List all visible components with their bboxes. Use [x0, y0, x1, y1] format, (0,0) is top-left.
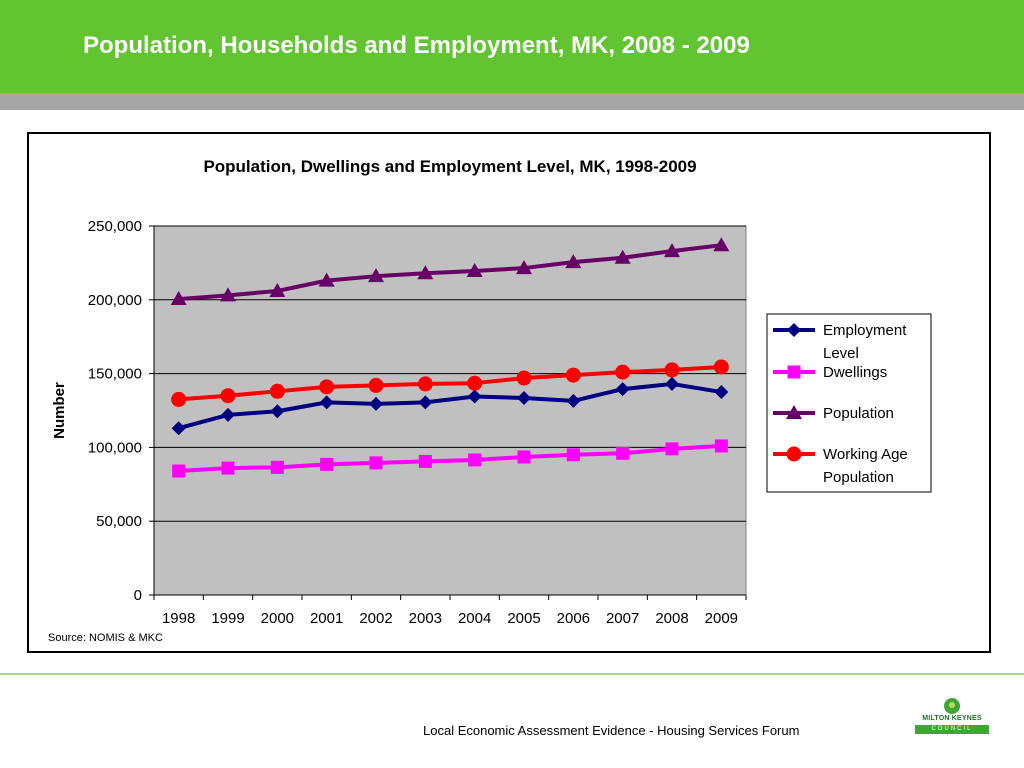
y-tick-label: 0: [134, 587, 142, 604]
data-point-employment-level: [714, 385, 729, 400]
y-axis-label: Number: [51, 382, 68, 439]
data-point-population: [466, 263, 483, 278]
data-point-working-age-population: [713, 359, 729, 375]
data-point-working-age-population: [368, 377, 384, 393]
x-tick-label: 1998: [162, 610, 195, 627]
data-point-dwellings: [665, 442, 679, 456]
header-bar: Population, Households and Employment, M…: [0, 0, 1024, 93]
chart-title: Population, Dwellings and Employment Lev…: [203, 157, 696, 176]
x-tick-label: 2006: [557, 610, 590, 627]
x-tick-label: 2007: [606, 610, 639, 627]
x-tick-label: 2003: [409, 610, 442, 627]
x-tick-label: 2009: [705, 610, 738, 627]
data-point-employment-level: [517, 390, 531, 405]
data-point-dwellings: [369, 456, 383, 470]
data-point-population: [318, 272, 335, 287]
source-note: Source: NOMIS & MKC: [48, 632, 163, 644]
data-point-population: [713, 237, 730, 252]
footer-divider: [0, 673, 1024, 675]
header-divider-band: [0, 93, 1024, 110]
legend-label-employment-level: Employment Level: [823, 322, 907, 362]
series-line-population: [178, 243, 722, 302]
series-line-employment-level: [178, 381, 722, 431]
logo-name: MILTON KEYNES: [922, 715, 982, 722]
data-point-population: [565, 254, 582, 269]
data-point-dwellings: [221, 461, 235, 475]
chart-frame: Population, Dwellings and Employment Lev…: [27, 132, 991, 653]
data-point-working-age-population: [269, 383, 285, 399]
data-point-working-age-population: [319, 379, 335, 395]
slide-title: Population, Households and Employment, M…: [83, 32, 750, 59]
data-point-working-age-population: [565, 367, 581, 383]
legend-marker-population: [786, 405, 802, 419]
data-point-population: [269, 282, 286, 297]
data-point-population: [664, 243, 680, 258]
legend-marker-employment-level: [787, 323, 801, 337]
data-point-dwellings: [172, 464, 186, 478]
x-tick-label: 1999: [211, 610, 244, 627]
data-point-working-age-population: [615, 364, 631, 380]
x-tick-label: 2004: [458, 610, 491, 627]
data-point-population: [220, 287, 236, 302]
data-point-dwellings: [320, 457, 334, 471]
x-tick-label: 2001: [310, 610, 343, 627]
y-tick-label: 150,000: [88, 366, 142, 383]
footer-text: Local Economic Assessment Evidence - Hou…: [423, 723, 800, 738]
data-point-working-age-population: [171, 391, 187, 407]
data-point-employment-level: [319, 395, 334, 410]
data-point-employment-level: [418, 395, 433, 410]
data-point-dwellings: [468, 453, 482, 467]
data-point-population: [368, 268, 384, 283]
legend-marker-dwellings: [787, 365, 801, 379]
y-tick-label: 250,000: [88, 218, 142, 235]
logo-leaf-icon: [944, 698, 960, 714]
data-point-dwellings: [517, 450, 531, 464]
x-tick-label: 2000: [261, 610, 294, 627]
data-point-employment-level: [270, 404, 285, 419]
data-point-employment-level: [369, 396, 383, 411]
data-point-employment-level: [221, 407, 235, 422]
data-point-working-age-population: [220, 388, 236, 404]
data-point-dwellings: [270, 460, 284, 474]
data-point-population: [170, 291, 187, 306]
data-point-population: [516, 260, 532, 275]
x-tick-label: 2005: [507, 610, 540, 627]
data-point-working-age-population: [664, 362, 680, 378]
logo-council: COUNCIL: [915, 725, 989, 734]
data-point-employment-level: [566, 393, 581, 408]
legend-label-working-age-population: Working Age Population: [823, 446, 908, 486]
x-tick-label: 2002: [359, 610, 392, 627]
y-tick-label: 50,000: [96, 513, 142, 530]
data-point-dwellings: [566, 448, 580, 462]
data-point-dwellings: [418, 454, 432, 468]
data-point-population: [614, 249, 631, 264]
data-point-employment-level: [171, 421, 186, 436]
series-line-dwellings: [178, 443, 722, 474]
x-tick-label: 2008: [655, 610, 688, 627]
data-point-dwellings: [616, 446, 630, 460]
series-line-working-age-population: [178, 364, 722, 402]
legend-label-dwellings: Dwellings: [823, 364, 887, 381]
y-tick-label: 100,000: [88, 439, 142, 456]
legend-marker-working-age-population: [786, 446, 802, 462]
data-point-working-age-population: [516, 370, 532, 386]
data-point-employment-level: [467, 389, 482, 404]
data-point-dwellings: [714, 439, 728, 453]
data-point-working-age-population: [417, 376, 433, 392]
legend-label-population: Population: [823, 405, 894, 422]
data-point-employment-level: [665, 376, 679, 391]
data-point-working-age-population: [467, 375, 483, 391]
y-tick-label: 200,000: [88, 292, 142, 309]
plot-area: [153, 225, 747, 596]
line-chart: Population, Dwellings and Employment Lev…: [51, 157, 932, 627]
data-point-population: [417, 265, 434, 280]
milton-keynes-council-logo: MILTON KEYNES COUNCIL: [913, 698, 991, 736]
legend-box: [766, 313, 932, 493]
data-point-employment-level: [615, 382, 630, 397]
